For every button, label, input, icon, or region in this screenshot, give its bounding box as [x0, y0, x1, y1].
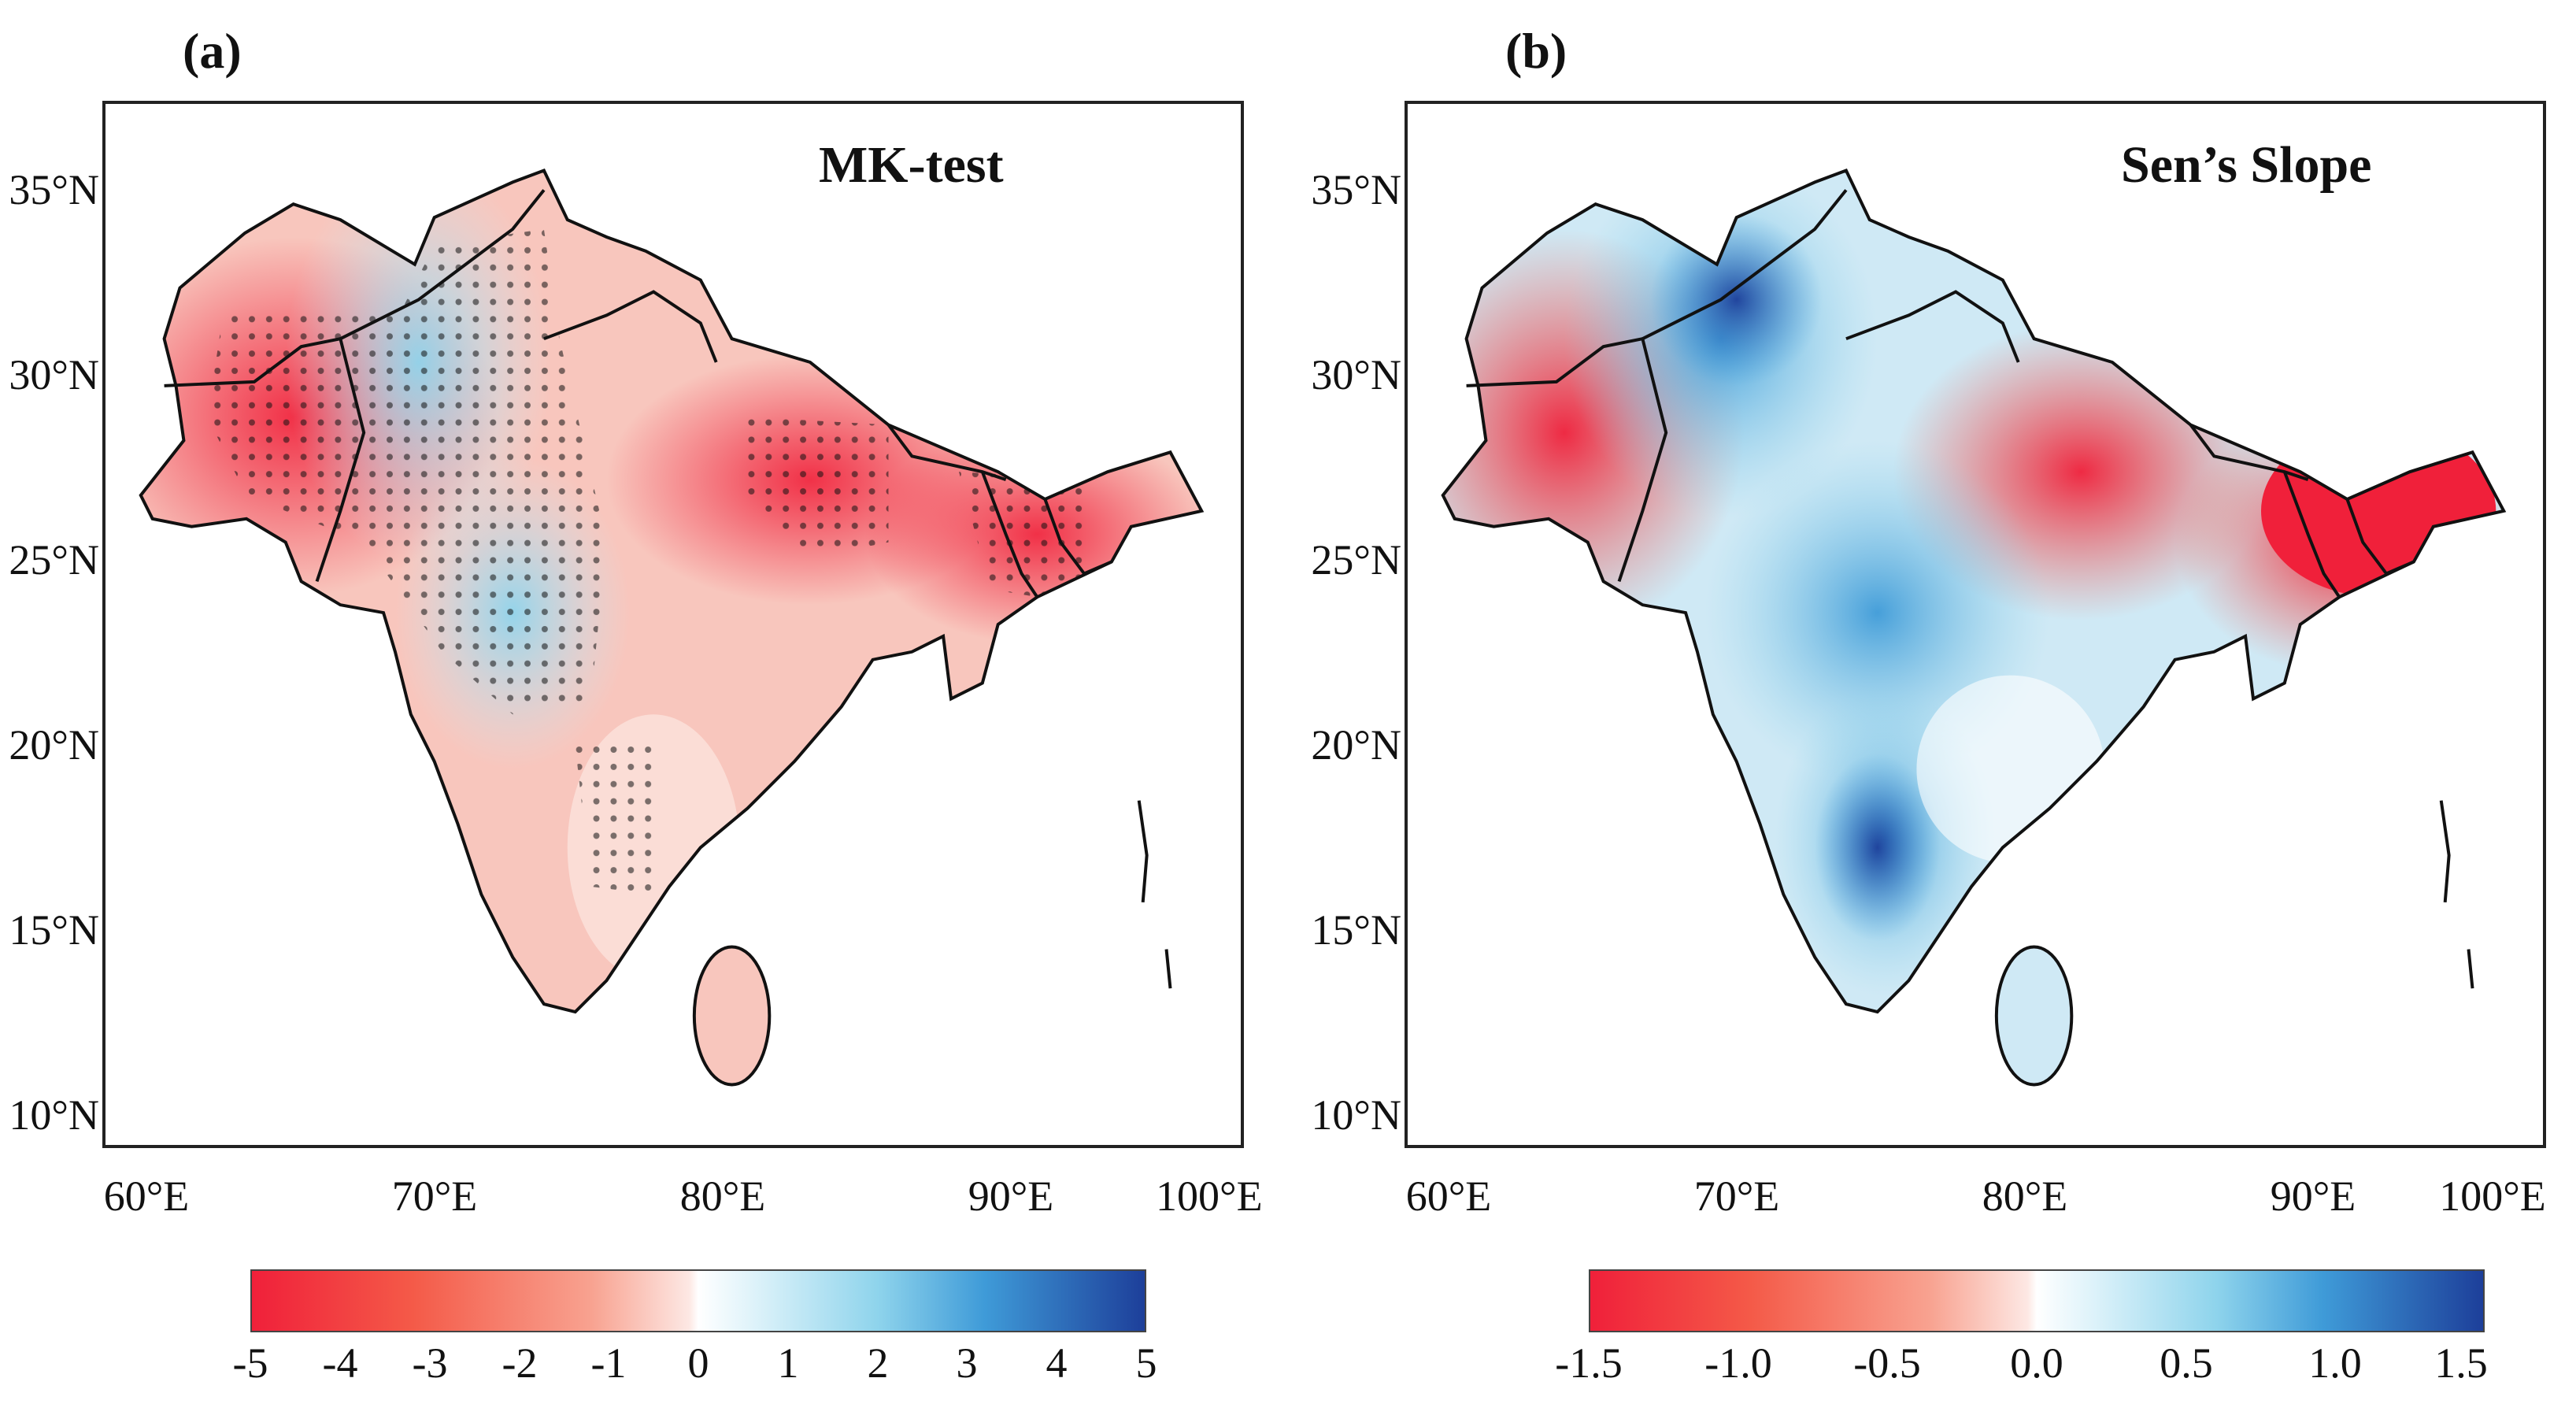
lat-tick-label: 15°N [9, 906, 99, 954]
country-borders [139, 168, 1205, 1087]
colorbar-tick: 3 [956, 1339, 978, 1387]
colorbar-tick: 1 [777, 1339, 799, 1387]
colorbar-tick: -5 [232, 1339, 268, 1387]
panel-letter: (b) [1505, 23, 1567, 79]
lat-tick-label: 30°N [1311, 351, 1401, 398]
colorbar-tick: 0.0 [2010, 1339, 2063, 1387]
lat-tick-label: 10°N [9, 1091, 99, 1139]
lon-tick-label: 100°E [1156, 1172, 1263, 1220]
colorbar-tick: 0 [687, 1339, 709, 1387]
colorbar-tick: -1 [590, 1339, 627, 1387]
lat-tick-label: 20°N [9, 721, 99, 769]
colorbar-tick: 1.5 [2434, 1339, 2488, 1387]
lon-tick-label: 60°E [1405, 1172, 1492, 1220]
map-title: Sen’s Slope [2121, 136, 2372, 194]
colorbar-tick: -2 [502, 1339, 538, 1387]
lon-tick-label: 90°E [968, 1172, 1054, 1220]
lat-tick-label: 35°N [9, 166, 99, 213]
lat-tick-label: 15°N [1311, 906, 1401, 954]
mk-field [140, 170, 1202, 1013]
panel-sens-slope: (b) [1288, 0, 2576, 1404]
lon-tick-label: 70°E [1693, 1172, 1780, 1220]
map-frame [1405, 101, 2546, 1148]
lat-tick-label: 10°N [1311, 1091, 1401, 1139]
lat-tick-label: 30°N [9, 351, 99, 398]
lon-tick-label: 100°E [2439, 1172, 2546, 1220]
colorbar-tick: -1.5 [1555, 1339, 1623, 1387]
colorbar-tick: 5 [1135, 1339, 1157, 1387]
country-borders [1441, 168, 2507, 1087]
colorbar [1589, 1269, 2485, 1332]
lat-tick-label: 25°N [1311, 536, 1401, 583]
colorbar-tick: 2 [867, 1339, 889, 1387]
lon-tick-label: 70°E [391, 1172, 478, 1220]
colorbar-tick: 4 [1046, 1339, 1068, 1387]
map-frame [102, 101, 1244, 1148]
lat-tick-label: 25°N [9, 536, 99, 583]
colorbar [250, 1269, 1146, 1332]
lat-tick-label: 35°N [1311, 166, 1401, 213]
panel-letter: (a) [183, 23, 242, 79]
trend-map [1441, 168, 2507, 1087]
lon-tick-label: 60°E [103, 1172, 190, 1220]
colorbar-tick: -4 [322, 1339, 358, 1387]
lon-tick-label: 80°E [1982, 1172, 2068, 1220]
map-title: MK-test [819, 136, 1004, 194]
lat-tick-label: 20°N [1311, 721, 1401, 769]
lon-tick-label: 80°E [679, 1172, 766, 1220]
colorbar-tick: -0.5 [1853, 1339, 1921, 1387]
panel-mk-test: (a) [9, 23, 1262, 1387]
colorbar-tick: -3 [412, 1339, 448, 1387]
trend-map [139, 168, 1205, 1087]
colorbar-tick: 0.5 [2160, 1339, 2213, 1387]
colorbar-tick: 1.0 [2308, 1339, 2362, 1387]
lon-tick-label: 90°E [2270, 1172, 2356, 1220]
colorbar-tick: -1.0 [1704, 1339, 1772, 1387]
slope-field [1442, 170, 2504, 1013]
